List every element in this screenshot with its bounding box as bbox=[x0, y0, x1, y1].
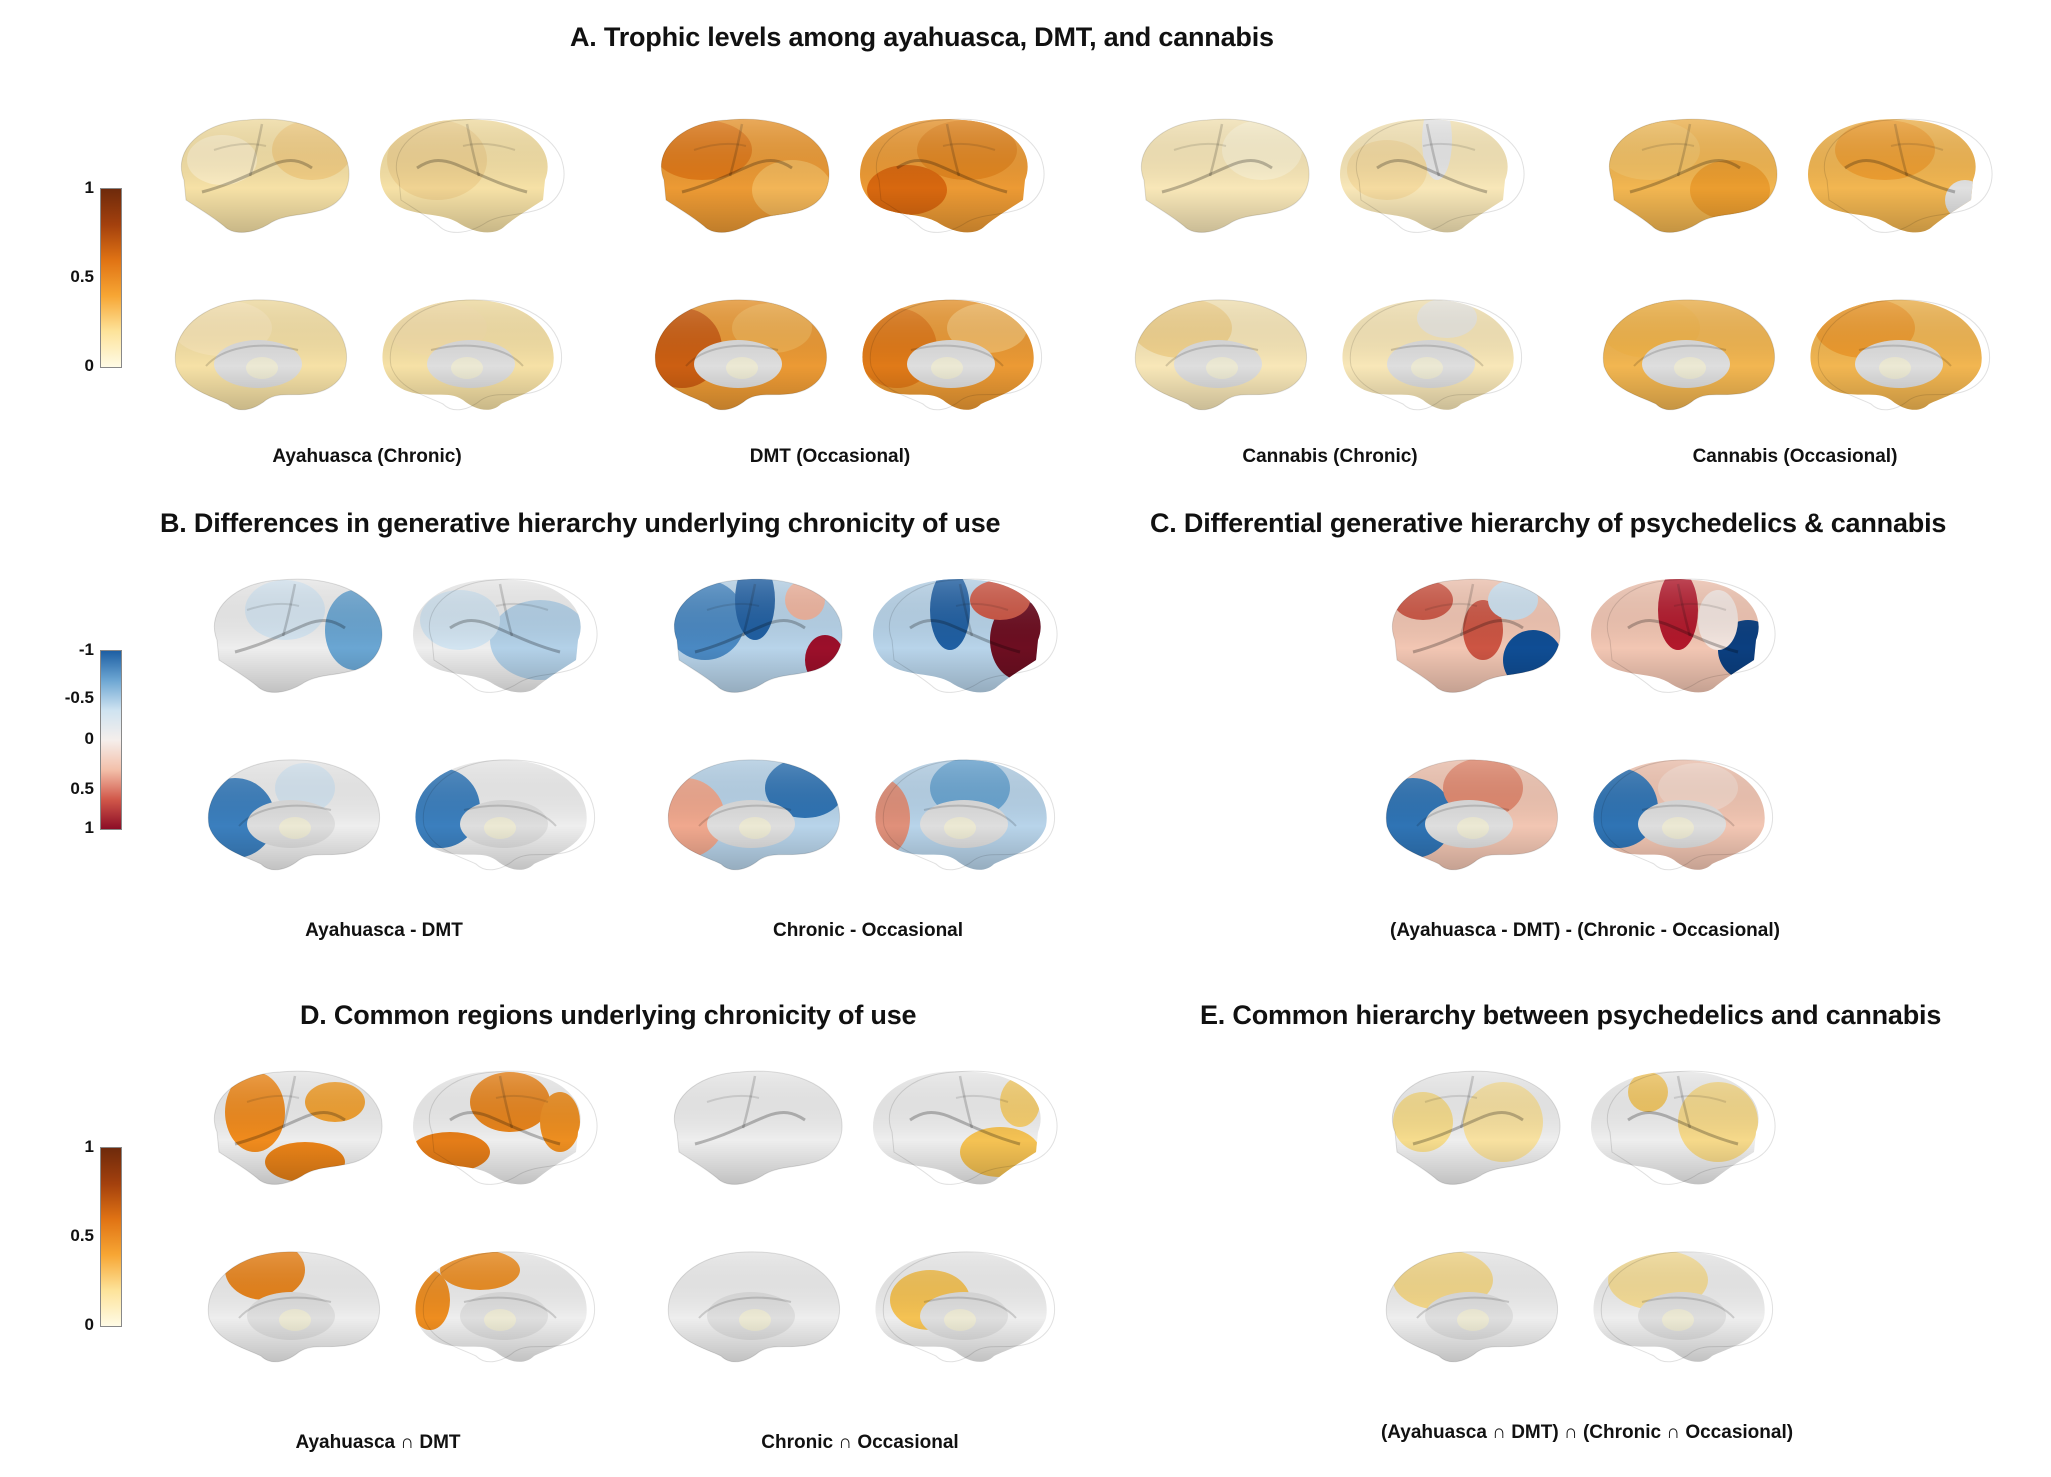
brain-lateral-view bbox=[642, 110, 832, 240]
brain-lateral-view bbox=[1373, 1062, 1563, 1192]
brain-medial-view bbox=[195, 1240, 385, 1370]
brain-medial-view bbox=[1805, 288, 1995, 418]
brain-lateral-view bbox=[857, 110, 1047, 240]
colorbar-tick: 0 bbox=[84, 356, 94, 375]
brain-lateral-view bbox=[410, 1062, 600, 1192]
brain-medial-view bbox=[377, 288, 567, 418]
caption-ayahuasca-minus-dmt: Ayahuasca - DMT bbox=[305, 920, 463, 941]
brain-lateral-view bbox=[162, 110, 352, 240]
colorbar-diverging-ticks: -1 -0.5 0 0.5 1 bbox=[44, 640, 94, 837]
colorbar-diverging bbox=[100, 650, 122, 830]
colorbar-sequential-top bbox=[100, 188, 122, 368]
caption-chronic-minus-occasional: Chronic - Occasional bbox=[772, 920, 964, 941]
colorbar-bottom-ticks: 1 0.5 0 bbox=[44, 1137, 94, 1334]
brain-lateral-view bbox=[1590, 110, 1780, 240]
colorbar-tick: 0.5 bbox=[70, 778, 94, 798]
brain-medial-view bbox=[1373, 748, 1563, 878]
colorbar-tick: -1 bbox=[78, 640, 94, 659]
brain-medial-view bbox=[410, 748, 600, 878]
brain-medial-view bbox=[655, 1240, 845, 1370]
brain-lateral-view bbox=[410, 570, 600, 700]
brain-lateral-view bbox=[195, 1062, 385, 1192]
panel-c-title: C. Differential generative hierarchy of … bbox=[1150, 508, 1947, 538]
colorbar-tick: 0 bbox=[84, 729, 94, 748]
colorbar-tick: 0.5 bbox=[70, 267, 94, 286]
colorbar-tick: 1 bbox=[84, 178, 94, 197]
panel-a-title: A. Trophic levels among ayahuasca, DMT, … bbox=[570, 22, 1274, 52]
caption-common-intersection: (Ayahuasca ∩ DMT) ∩ (Chronic ∩ Occasiona… bbox=[1380, 1422, 1794, 1443]
brain-lateral-view bbox=[195, 570, 385, 700]
colorbar-tick: 1 bbox=[84, 1137, 94, 1156]
brain-medial-view bbox=[1373, 1240, 1563, 1370]
caption-ayahuasca-chronic: Ayahuasca (Chronic) bbox=[272, 446, 462, 467]
brain-lateral-view bbox=[1337, 110, 1527, 240]
panel-b-title: B. Differences in generative hierarchy u… bbox=[160, 508, 1001, 538]
brain-lateral-view bbox=[377, 110, 567, 240]
caption-chronic-and-occasional: Chronic ∩ Occasional bbox=[761, 1432, 959, 1453]
brain-lateral-view bbox=[870, 1062, 1060, 1192]
colorbar-tick: 0.5 bbox=[70, 1226, 94, 1245]
brain-medial-view bbox=[1122, 288, 1312, 418]
colorbar-sequential-bottom bbox=[100, 1147, 122, 1327]
brain-medial-view bbox=[162, 288, 352, 418]
brain-lateral-view bbox=[655, 1062, 845, 1192]
panel-e-title: E. Common hierarchy between psychedelics… bbox=[1200, 1000, 1942, 1030]
brain-lateral-view bbox=[1588, 1062, 1778, 1192]
brain-medial-view bbox=[642, 288, 832, 418]
brain-lateral-view bbox=[1373, 570, 1563, 700]
brain-medial-view bbox=[1588, 1240, 1778, 1370]
panel-d-title: D. Common regions underlying chronicity … bbox=[300, 1000, 917, 1030]
brain-medial-view bbox=[410, 1240, 600, 1370]
brain-medial-view bbox=[195, 748, 385, 878]
colorbar-tick: 1 bbox=[84, 818, 94, 837]
brain-lateral-view bbox=[1805, 110, 1995, 240]
colorbar-tick: -0.5 bbox=[64, 688, 94, 708]
brain-lateral-view bbox=[655, 570, 845, 700]
brain-lateral-view bbox=[1122, 110, 1312, 240]
brain-medial-view bbox=[655, 748, 845, 878]
brain-medial-view bbox=[870, 748, 1060, 878]
caption-dmt-occasional: DMT (Occasional) bbox=[749, 446, 911, 467]
brain-lateral-view bbox=[870, 570, 1060, 700]
caption-differential: (Ayahuasca - DMT) - (Chronic - Occasiona… bbox=[1390, 920, 1780, 941]
brain-medial-view bbox=[1590, 288, 1780, 418]
brain-lateral-view bbox=[1588, 570, 1778, 700]
brain-medial-view bbox=[870, 1240, 1060, 1370]
caption-ayahuasca-and-dmt: Ayahuasca ∩ DMT bbox=[295, 1432, 461, 1453]
caption-cannabis-occasional: Cannabis (Occasional) bbox=[1692, 446, 1898, 467]
colorbar-top-ticks: 1 0.5 0 bbox=[44, 178, 94, 375]
brain-medial-view bbox=[1588, 748, 1778, 878]
caption-cannabis-chronic: Cannabis (Chronic) bbox=[1242, 446, 1418, 467]
colorbar-tick: 0 bbox=[84, 1315, 94, 1334]
brain-medial-view bbox=[857, 288, 1047, 418]
brain-medial-view bbox=[1337, 288, 1527, 418]
